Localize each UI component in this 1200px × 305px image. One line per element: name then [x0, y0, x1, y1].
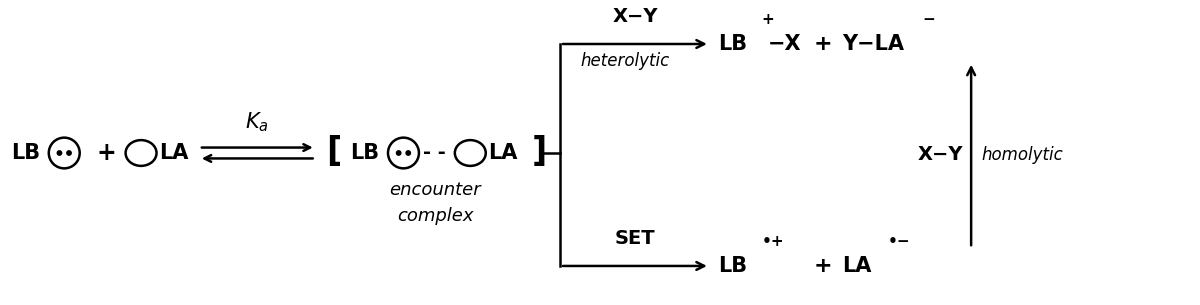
- Text: Y−LA: Y−LA: [842, 34, 905, 54]
- Text: +: +: [96, 141, 116, 165]
- Text: heterolytic: heterolytic: [581, 52, 670, 70]
- Text: SET: SET: [614, 229, 655, 248]
- Circle shape: [58, 151, 61, 155]
- Text: +: +: [814, 34, 832, 54]
- Text: LA: LA: [488, 143, 517, 163]
- Circle shape: [396, 151, 401, 155]
- Text: homolytic: homolytic: [982, 146, 1063, 164]
- Text: •+: •+: [762, 234, 785, 249]
- Text: $\mathit{K}_a$: $\mathit{K}_a$: [246, 111, 269, 134]
- Text: LA: LA: [842, 256, 872, 276]
- Text: +: +: [814, 256, 832, 276]
- Circle shape: [406, 151, 410, 155]
- Text: LB: LB: [350, 143, 379, 163]
- Circle shape: [67, 151, 71, 155]
- Text: LA: LA: [160, 143, 188, 163]
- Text: LB: LB: [11, 143, 41, 163]
- Text: X−Y: X−Y: [918, 145, 964, 164]
- Text: X−Y: X−Y: [612, 7, 658, 26]
- Text: ]: ]: [532, 135, 547, 167]
- Text: −X: −X: [768, 34, 802, 54]
- Text: LB: LB: [718, 256, 746, 276]
- Text: −: −: [923, 12, 935, 27]
- Text: •−: •−: [887, 234, 910, 249]
- Text: - -: - -: [424, 143, 446, 163]
- Text: +: +: [762, 12, 774, 27]
- Text: encounter: encounter: [390, 181, 481, 199]
- Text: LB: LB: [718, 34, 746, 54]
- Text: complex: complex: [397, 207, 474, 225]
- Text: [: [: [325, 135, 341, 167]
